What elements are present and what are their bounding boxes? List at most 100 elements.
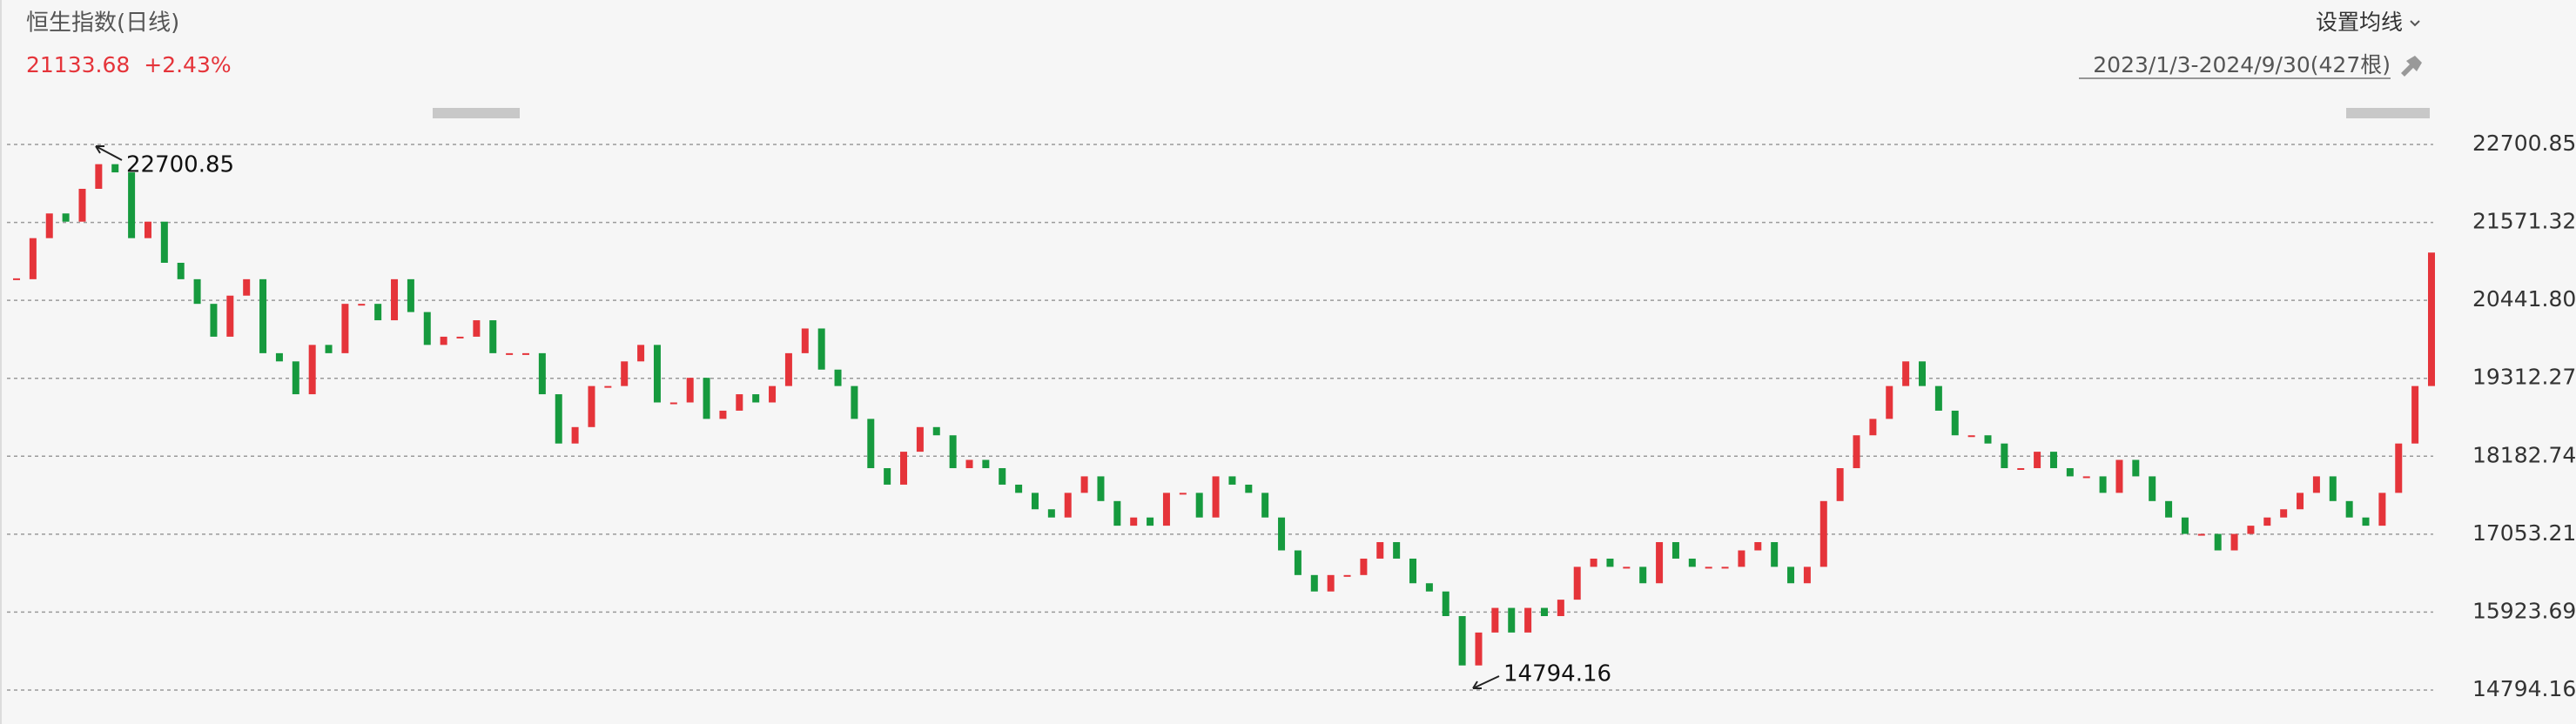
candle (637, 345, 645, 362)
candle (2165, 500, 2173, 518)
candle (752, 394, 760, 403)
candle (1557, 600, 1564, 617)
candle (900, 452, 908, 485)
candle (686, 378, 694, 403)
range-label[interactable]: 2023/1/3-2024/9/30(427根) (2093, 52, 2391, 77)
candle (2214, 533, 2222, 551)
candle (506, 352, 514, 355)
candle (1294, 550, 1301, 575)
candle (160, 221, 168, 263)
candle (2001, 443, 2008, 468)
candle (1705, 566, 1712, 569)
candle (62, 213, 70, 222)
candle (1475, 632, 1483, 666)
candle (341, 304, 349, 353)
candle (1688, 558, 1696, 567)
candle (2329, 476, 2337, 501)
candle (2099, 476, 2107, 493)
candle (144, 221, 151, 238)
candle (2181, 517, 2189, 534)
candle (1147, 517, 1154, 526)
candle (259, 278, 267, 353)
candle (1919, 361, 1927, 386)
candle (374, 304, 382, 321)
candle (538, 352, 546, 395)
candle (1360, 558, 1368, 575)
candle (1606, 558, 1614, 567)
candle (932, 426, 940, 436)
candle (1853, 435, 1860, 468)
candle (1738, 550, 1745, 567)
candle (604, 385, 612, 388)
candle (226, 295, 234, 337)
candle (982, 459, 990, 468)
candle (1967, 435, 1975, 438)
candle (884, 467, 891, 485)
candle (391, 278, 399, 321)
candle (1754, 541, 1762, 551)
candle (2149, 476, 2156, 501)
candle (407, 278, 414, 312)
candle (621, 361, 629, 386)
candle (949, 435, 957, 468)
candle (1573, 566, 1581, 600)
candle (1310, 574, 1318, 592)
candle (1261, 493, 1269, 518)
candle (2428, 252, 2435, 386)
candle (2066, 467, 2074, 477)
annotation: 14794.16 (1503, 661, 1611, 687)
y-tick-label: 15923.69 (2472, 598, 2576, 623)
candle (2049, 452, 2057, 468)
candle (1458, 616, 1466, 666)
y-tick-label: 14794.16 (2472, 676, 2576, 701)
candle (965, 459, 973, 468)
candle (1343, 574, 1351, 577)
candle (1869, 419, 1877, 436)
candle (473, 320, 481, 337)
candle (2263, 517, 2271, 526)
y-tick-label: 19312.27 (2472, 365, 2576, 390)
candle (2197, 533, 2205, 536)
candle (1590, 558, 1597, 567)
candle (1721, 566, 1729, 569)
candle (1787, 566, 1795, 584)
y-tick-label: 20441.80 (2472, 286, 2576, 312)
candle (571, 426, 579, 444)
candle (1015, 484, 1023, 493)
candle (325, 345, 333, 353)
candle (817, 328, 825, 370)
pin-icon[interactable] (2401, 56, 2422, 77)
candle (916, 426, 924, 452)
candle (703, 378, 710, 419)
placeholder (2346, 108, 2430, 118)
candle (669, 402, 677, 405)
candle (2378, 493, 2386, 526)
candle (1836, 467, 1844, 501)
candle (1623, 566, 1631, 569)
candle (308, 345, 316, 395)
candle (78, 188, 86, 222)
candle (1031, 493, 1039, 510)
candle (2297, 493, 2304, 510)
candle (736, 394, 743, 411)
candle (1409, 558, 1417, 584)
candle (1803, 566, 1811, 584)
chevron (2410, 20, 2420, 27)
candle (2395, 443, 2403, 493)
candle (1902, 361, 1910, 386)
ma-button[interactable]: 设置均线 (2316, 10, 2403, 35)
chart-title: 恒生指数(日线) (26, 10, 179, 37)
candle (193, 278, 201, 305)
candle (1195, 493, 1203, 518)
candle (588, 385, 595, 427)
candle (1162, 493, 1170, 526)
candle (29, 238, 37, 279)
candle (456, 336, 464, 339)
candle (2280, 509, 2288, 518)
candle (95, 164, 103, 189)
candle (2312, 476, 2320, 493)
candle (1097, 476, 1105, 501)
candle (801, 328, 809, 353)
candle (243, 278, 251, 296)
